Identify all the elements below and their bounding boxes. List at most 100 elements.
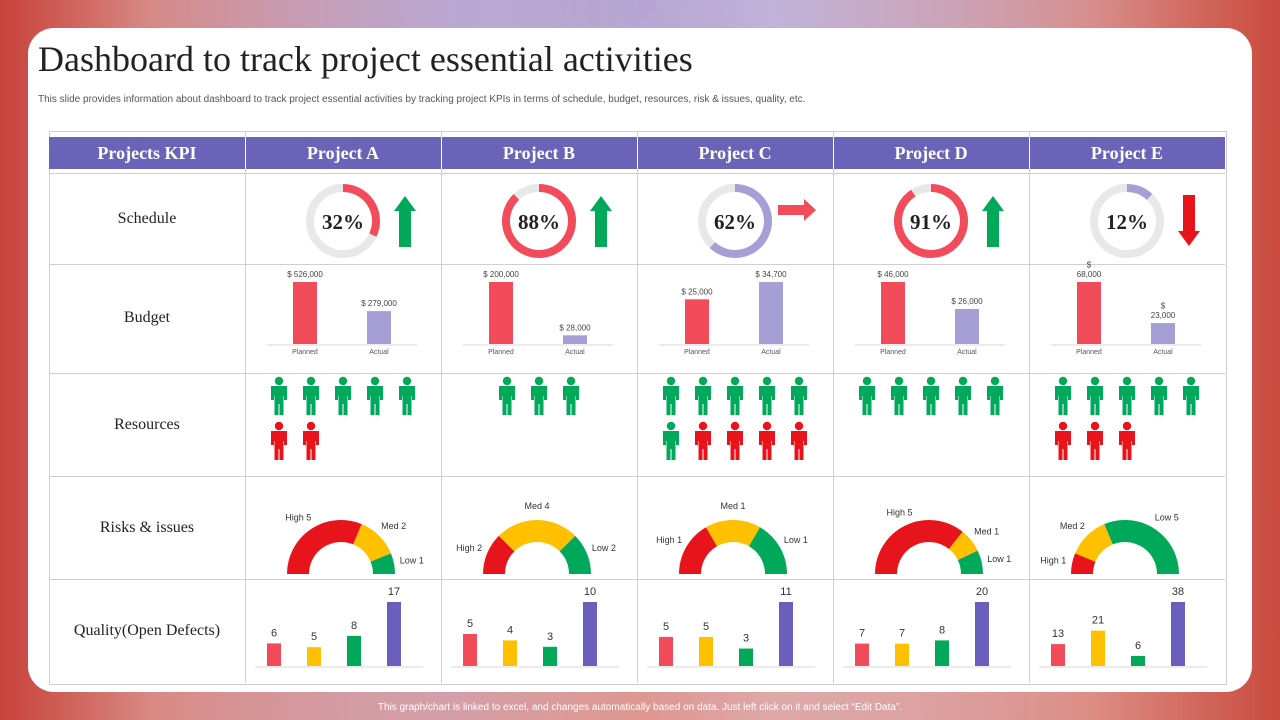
risk-arc-low[interactable] — [957, 550, 983, 575]
risk-label-low: Low 5 — [1155, 512, 1179, 522]
risk-arc-low[interactable] — [559, 535, 591, 575]
quality-bar[interactable] — [935, 640, 949, 666]
column-divider — [833, 131, 834, 683]
person-icon — [698, 421, 708, 431]
quality-bar[interactable] — [267, 643, 281, 666]
budget-bar-planned[interactable] — [1077, 282, 1101, 344]
person-icon — [502, 376, 512, 386]
risk-label-med: Med 4 — [524, 501, 549, 511]
risk-arc-low[interactable] — [1104, 520, 1179, 575]
risk-arc-med[interactable] — [1075, 524, 1114, 563]
risk-arc-high[interactable] — [679, 527, 718, 575]
budget-value-label: $ 25,000 — [681, 287, 713, 296]
quality-bar[interactable] — [895, 643, 909, 666]
header-project-a: Project A — [306, 143, 380, 163]
person-icon — [730, 421, 740, 431]
person-icon — [271, 431, 287, 460]
budget-category-label: Planned — [488, 349, 514, 356]
quality-value-label: 5 — [467, 618, 473, 630]
budget-bar-planned[interactable] — [685, 299, 709, 344]
person-icon — [762, 376, 772, 386]
quality-bar[interactable] — [543, 646, 557, 666]
quality-bar[interactable] — [1171, 602, 1185, 666]
quality-bar[interactable] — [463, 634, 477, 666]
budget-category-label: Planned — [684, 349, 710, 356]
row-label-budget: Budget — [123, 309, 171, 326]
risk-arc-high[interactable] — [483, 535, 515, 575]
header-divider — [637, 137, 638, 169]
risk-arc-low[interactable] — [370, 553, 395, 575]
person-icon — [695, 386, 711, 415]
person-icon — [698, 376, 708, 386]
risk-arc-low[interactable] — [748, 527, 787, 575]
risk-arc-high[interactable] — [1071, 553, 1096, 575]
schedule-donut-arc[interactable] — [342, 184, 380, 237]
budget-value-label: $ 28,000 — [559, 323, 591, 332]
quality-value-label: 8 — [939, 624, 945, 636]
schedule-donut-arc[interactable] — [894, 184, 968, 258]
person-icon — [762, 421, 772, 431]
quality-value-label: 3 — [743, 633, 749, 645]
schedule-donut-arc[interactable] — [502, 184, 576, 258]
column-divider — [245, 131, 246, 683]
person-icon — [891, 386, 907, 415]
person-icon — [274, 421, 284, 431]
quality-value-label: 6 — [271, 627, 277, 639]
budget-bar-actual[interactable] — [563, 335, 587, 344]
risk-arc-high[interactable] — [287, 520, 362, 575]
risk-label-med: Med 2 — [1060, 521, 1085, 531]
person-icon — [566, 376, 576, 386]
person-icon — [306, 421, 316, 431]
column-divider — [1029, 131, 1030, 683]
budget-bar-planned[interactable] — [293, 282, 317, 344]
quality-bar[interactable] — [1051, 644, 1065, 666]
budget-bar-actual[interactable] — [759, 282, 783, 344]
person-icon — [955, 386, 971, 415]
schedule-percent-label: 88% — [518, 210, 560, 234]
quality-value-label: 8 — [351, 620, 357, 632]
quality-bar[interactable] — [583, 602, 597, 666]
person-icon — [663, 386, 679, 415]
person-icon — [1090, 421, 1100, 431]
budget-bar-planned[interactable] — [489, 282, 513, 344]
quality-bar[interactable] — [779, 602, 793, 666]
quality-bar[interactable] — [307, 647, 321, 666]
quality-bar[interactable] — [855, 643, 869, 666]
budget-bar-actual[interactable] — [1151, 323, 1175, 344]
quality-bar[interactable] — [1131, 655, 1145, 666]
quality-bar[interactable] — [503, 640, 517, 666]
budget-category-label: Planned — [880, 349, 906, 356]
risk-arc-med[interactable] — [498, 520, 576, 552]
person-icon — [402, 376, 412, 386]
quality-bar[interactable] — [699, 636, 713, 666]
quality-bar[interactable] — [1091, 630, 1105, 666]
risk-arc-med[interactable] — [948, 531, 978, 561]
budget-value-label: $ 46,000 — [877, 270, 909, 279]
risk-arc-high[interactable] — [875, 520, 963, 575]
quality-bar[interactable] — [659, 636, 673, 666]
quality-bar[interactable] — [387, 602, 401, 666]
person-icon — [1087, 386, 1103, 415]
budget-bar-actual[interactable] — [955, 308, 979, 344]
quality-bar[interactable] — [739, 648, 753, 666]
person-icon — [1122, 376, 1132, 386]
row-divider — [49, 173, 1225, 174]
schedule-donut-arc[interactable] — [709, 184, 772, 258]
risk-label-med: Med 1 — [974, 527, 999, 537]
quality-value-label: 5 — [311, 631, 317, 643]
arrow-up-icon — [982, 196, 1004, 247]
quality-bar[interactable] — [347, 635, 361, 666]
quality-bar[interactable] — [975, 602, 989, 666]
risk-arc-med[interactable] — [352, 524, 391, 563]
budget-value-label: $23,000 — [1151, 301, 1176, 320]
risk-label-low: Low 1 — [987, 554, 1011, 564]
schedule-donut-arc[interactable] — [1126, 184, 1153, 201]
budget-value-label: $ 26,000 — [951, 297, 983, 306]
quality-value-label: 3 — [547, 631, 553, 643]
quality-value-label: 38 — [1172, 586, 1184, 598]
budget-bar-planned[interactable] — [881, 282, 905, 344]
budget-bar-actual[interactable] — [367, 311, 391, 344]
quality-value-label: 4 — [507, 624, 513, 636]
risk-arc-med[interactable] — [706, 520, 760, 547]
